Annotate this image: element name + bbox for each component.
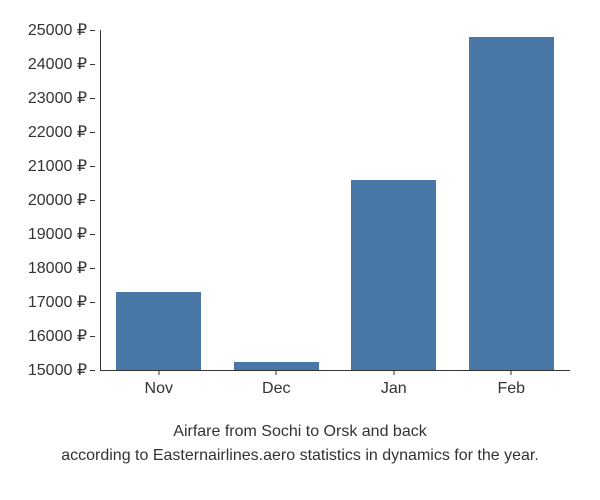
- y-tick-mark: [90, 302, 95, 303]
- y-tick-mark: [90, 64, 95, 65]
- y-tick-mark: [90, 200, 95, 201]
- x-axis-line: [100, 370, 570, 371]
- x-tick-label: Jan: [381, 380, 407, 398]
- y-tick-mark: [90, 268, 95, 269]
- y-tick-mark: [90, 132, 95, 133]
- chart-caption: Airfare from Sochi to Orsk and back acco…: [0, 420, 600, 468]
- y-tick-mark: [90, 30, 95, 31]
- plot-area: [100, 30, 570, 370]
- x-tick-mark: [393, 370, 394, 375]
- chart-container: 15000 ₽ 16000 ₽ 17000 ₽ 18000 ₽ 19000 ₽ 20000…: [0, 0, 600, 500]
- x-axis: Nov Dec Jan Feb: [100, 375, 570, 405]
- y-tick-mark: [90, 98, 95, 99]
- x-tick-mark: [276, 370, 277, 375]
- y-tick-mark: [90, 370, 95, 371]
- bar: [116, 292, 201, 370]
- x-tick-label: Feb: [497, 380, 525, 398]
- y-tick-mark: [90, 166, 95, 167]
- y-tick-label: 16000 ₽: [28, 326, 87, 346]
- caption-line-2: according to Easternairlines.aero statis…: [0, 444, 600, 468]
- caption-line-1: Airfare from Sochi to Orsk and back: [0, 420, 600, 444]
- bar: [234, 362, 319, 371]
- y-tick-label: 15000 ₽: [28, 360, 87, 380]
- y-tick-mark: [90, 234, 95, 235]
- y-tick-label: 17000 ₽: [28, 292, 87, 312]
- bar: [351, 180, 436, 370]
- y-tick-mark: [90, 336, 95, 337]
- x-tick-label: Dec: [262, 380, 290, 398]
- bar: [469, 37, 554, 370]
- y-tick-label: 23000 ₽: [28, 88, 87, 108]
- x-tick-mark: [158, 370, 159, 375]
- x-tick-mark: [511, 370, 512, 375]
- y-tick-label: 25000 ₽: [28, 20, 87, 40]
- y-tick-label: 19000 ₽: [28, 224, 87, 244]
- y-tick-label: 24000 ₽: [28, 54, 87, 74]
- y-tick-label: 21000 ₽: [28, 156, 87, 176]
- x-tick-label: Nov: [145, 380, 173, 398]
- y-tick-label: 18000 ₽: [28, 258, 87, 278]
- y-tick-label: 22000 ₽: [28, 122, 87, 142]
- y-axis: 15000 ₽16000 ₽17000 ₽18000 ₽19000 ₽20000…: [0, 30, 95, 370]
- y-tick-label: 20000 ₽: [28, 190, 87, 210]
